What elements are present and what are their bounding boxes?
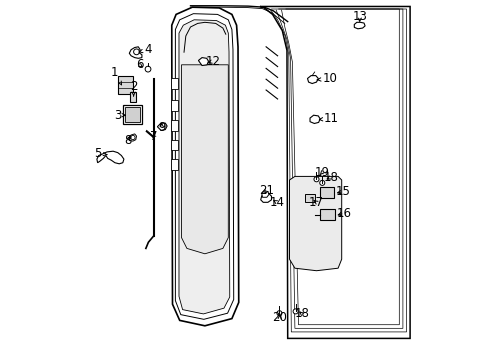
Circle shape [130,135,135,140]
Text: 12: 12 [205,55,220,68]
Text: 17: 17 [308,196,324,209]
Text: 15: 15 [335,185,350,198]
Bar [320,209,335,220]
Text: 18: 18 [323,171,338,184]
Polygon shape [181,65,228,254]
Polygon shape [260,194,271,202]
Polygon shape [175,14,233,319]
Polygon shape [354,22,365,29]
Polygon shape [128,134,136,141]
Text: 6: 6 [135,58,143,71]
Bar [305,194,314,202]
Polygon shape [289,176,341,271]
Bar [320,187,333,198]
Polygon shape [261,191,268,197]
Circle shape [145,66,151,72]
Text: 21: 21 [259,184,274,197]
Text: 11: 11 [319,112,338,125]
Polygon shape [179,20,229,314]
Text: 1: 1 [110,66,122,85]
Polygon shape [171,7,238,326]
Text: 9: 9 [158,121,165,134]
Circle shape [313,177,318,182]
Text: 20: 20 [272,311,286,324]
Text: 19: 19 [314,166,329,179]
Text: 8: 8 [123,134,131,147]
Bar [122,105,141,124]
Polygon shape [157,123,167,130]
Text: 18: 18 [294,307,309,320]
Bar [171,120,177,131]
Text: 16: 16 [336,207,351,220]
Bar [118,76,133,94]
Circle shape [319,180,324,185]
Circle shape [276,311,282,316]
Polygon shape [97,151,123,164]
Bar [130,92,136,102]
Bar [171,159,177,170]
Bar [171,140,177,150]
Polygon shape [309,115,320,123]
Text: 14: 14 [269,196,284,209]
Polygon shape [260,6,409,338]
Text: 2: 2 [130,80,137,96]
Text: 4: 4 [139,43,151,56]
Circle shape [292,309,298,314]
Polygon shape [198,58,208,66]
Polygon shape [307,76,318,84]
Text: 10: 10 [316,72,337,85]
Bar [171,100,177,111]
Text: 5: 5 [94,147,107,159]
Text: 3: 3 [114,109,125,122]
Bar [124,107,140,122]
Circle shape [133,49,139,55]
Bar [171,78,177,89]
Text: 13: 13 [351,10,366,23]
Polygon shape [129,47,142,58]
Text: 7: 7 [150,130,157,143]
